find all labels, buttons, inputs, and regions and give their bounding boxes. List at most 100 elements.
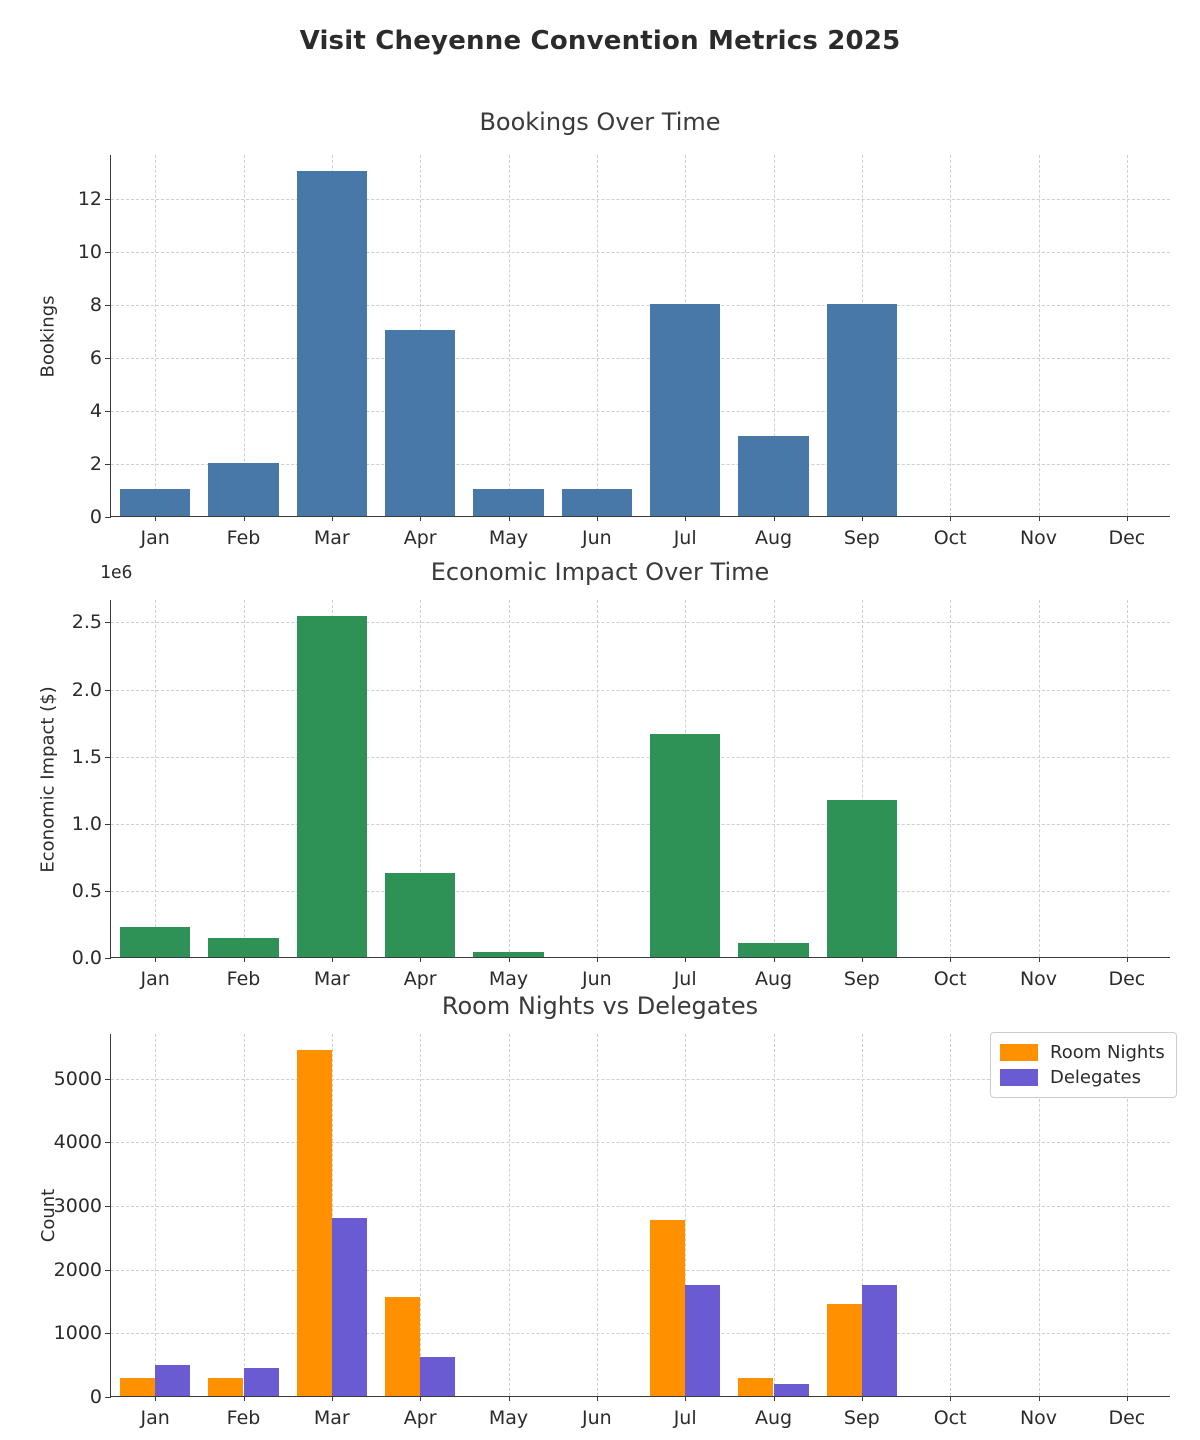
x-gridline — [1038, 155, 1040, 516]
y-tick-label: 6 — [89, 346, 102, 369]
x-tick-label: Jan — [140, 968, 170, 990]
x-tick-mark — [331, 516, 333, 521]
bar-delegates-jan — [155, 1364, 191, 1396]
bar-mar — [296, 171, 368, 516]
plot-area-bookings: 0 2 4 6 8 10 12 Jan Feb Mar Apr May Jun Jul Aug Sep Oct N… — [78, 155, 1170, 549]
bar-may — [473, 951, 544, 957]
x-tick-mark — [1126, 516, 1128, 521]
x-tick-label: Jun — [581, 527, 612, 549]
bar-sep — [826, 799, 898, 957]
y-tick-label: 0 — [89, 1386, 102, 1408]
x-tick-label: Oct — [933, 1407, 967, 1429]
y-tick-label: 0 — [89, 506, 102, 528]
x-gridline — [508, 600, 510, 957]
x-tick-label: Feb — [226, 968, 261, 990]
x-tick-label: Mar — [313, 1407, 350, 1429]
x-tick-mark — [861, 957, 863, 962]
x-tick-label: Jan — [140, 527, 170, 549]
plot-area-economic-impact: 0.0 0.5 1.0 1.5 2.0 2.5 Jan Feb Mar Apr May Jun Jul A… — [72, 600, 1170, 990]
y-tick-label: 0.5 — [71, 879, 102, 902]
y-tick-label: 2000 — [53, 1258, 102, 1281]
bar-feb — [208, 937, 279, 957]
x-tick-label: Jun — [581, 968, 612, 990]
x-tick-label: Aug — [754, 968, 793, 990]
x-tick-mark — [420, 516, 422, 521]
y-axis-label-bookings: Bookings — [37, 294, 59, 378]
y-tick-mark — [105, 1397, 111, 1398]
x-tick-mark — [331, 1396, 333, 1401]
y-tick-label: 0.0 — [71, 947, 102, 969]
bar-delegates-aug — [773, 1383, 809, 1396]
x-tick-mark — [596, 516, 598, 521]
y-tick-mark — [105, 463, 111, 465]
bar-delegates-mar — [331, 1218, 368, 1396]
legend-item-delegates[interactable]: Delegates — [1000, 1065, 1165, 1090]
subplot-title-bookings: Bookings Over Time — [479, 108, 721, 136]
x-tick-label: May — [488, 527, 529, 549]
y-gridline — [111, 890, 1170, 892]
y-tick-mark — [105, 517, 111, 518]
legend-label: Room Nights — [1050, 1042, 1165, 1063]
x-gridline — [1038, 600, 1040, 957]
x-gridline — [420, 1034, 422, 1396]
x-tick-mark — [861, 1396, 863, 1401]
x-tick-label: Jul — [673, 527, 697, 549]
y-tick-label: 2.5 — [71, 611, 102, 634]
y-tick-mark — [105, 1142, 111, 1144]
x-tick-label: Apr — [403, 968, 437, 990]
bar-delegates-jul — [685, 1285, 721, 1396]
x-tick-label: May — [488, 968, 529, 990]
subplot-bookings-over-time: Bookings Over Time Bookings 0 2 4 6 8 10 12 Jan… — [0, 100, 1200, 550]
y-tick-mark — [105, 198, 111, 200]
x-gridline — [773, 600, 775, 957]
y-tick-mark — [105, 890, 111, 892]
x-gridline — [243, 155, 245, 516]
bar-jul — [649, 303, 721, 516]
x-tick-mark — [685, 516, 687, 521]
x-tick-label: Aug — [754, 527, 793, 549]
legend-room-nights-delegates[interactable]: Room Nights Delegates — [990, 1032, 1177, 1098]
x-tick-mark — [1126, 957, 1128, 962]
bar-jun — [561, 489, 633, 516]
bar-jan — [119, 489, 191, 516]
x-tick-label: Mar — [313, 968, 350, 990]
y-tick-label: 3000 — [53, 1194, 102, 1217]
x-tick-mark — [243, 1396, 245, 1401]
y-gridline — [111, 357, 1170, 359]
y-tick-label: 2 — [89, 452, 102, 475]
y-tick-mark — [105, 357, 111, 359]
y-gridline — [111, 622, 1170, 624]
x-tick-mark — [508, 1396, 510, 1401]
x-tick-mark — [155, 957, 157, 962]
y-axis-label-economic-impact: Economic Impact ($) — [37, 685, 59, 873]
x-tick-mark — [685, 957, 687, 962]
subplot-title-economic-impact: Economic Impact Over Time — [430, 558, 770, 586]
bar-delegates-feb — [243, 1368, 279, 1396]
legend-label: Delegates — [1050, 1067, 1141, 1088]
bar-room-nights-mar — [296, 1050, 332, 1396]
bar-room-nights-feb — [208, 1377, 244, 1396]
x-tick-label: Jan — [140, 1407, 170, 1429]
subplot-economic-impact-over-time: Economic Impact Over Time 1e6 Economic I… — [0, 550, 1200, 1000]
legend-item-room-nights[interactable]: Room Nights — [1000, 1040, 1165, 1065]
legend-swatch-room-nights — [1000, 1044, 1038, 1061]
y-gridline — [111, 304, 1170, 306]
x-tick-mark — [950, 516, 952, 521]
x-gridline — [950, 1034, 952, 1396]
x-tick-mark — [331, 957, 333, 962]
y-gridline — [111, 689, 1170, 691]
bar-jan — [119, 926, 191, 957]
x-tick-label: Nov — [1019, 1407, 1058, 1429]
bar-room-nights-apr — [384, 1297, 421, 1396]
y-tick-mark — [105, 410, 111, 412]
y-gridline — [111, 251, 1170, 253]
x-tick-mark — [773, 516, 775, 521]
bar-apr — [384, 873, 456, 957]
bar-mar — [296, 616, 368, 957]
y-gridline — [111, 1142, 1170, 1144]
x-tick-label: Feb — [226, 1407, 261, 1429]
bar-delegates-apr — [420, 1357, 456, 1396]
x-tick-label: Aug — [754, 1407, 793, 1429]
x-gridline — [243, 600, 245, 957]
